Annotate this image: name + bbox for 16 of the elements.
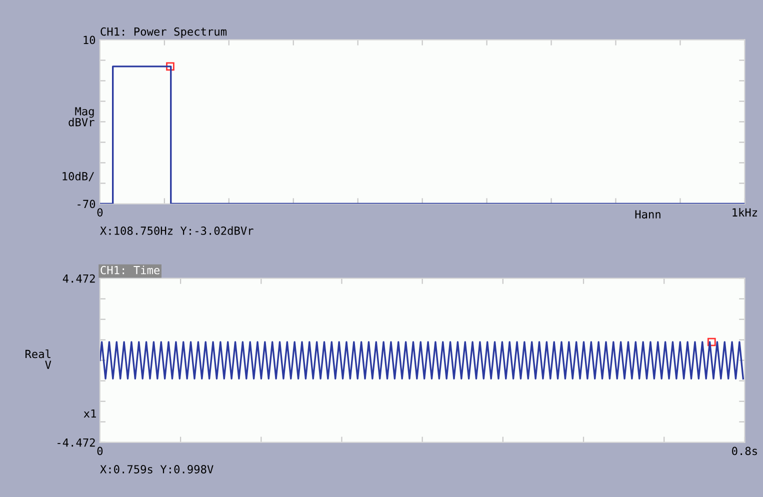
chart-title: CH1: Time [100,266,160,274]
y-tick-label: -70 [78,200,96,208]
x-tick-label: 0.8s [732,446,757,456]
text: X:0.759s Y:0.998V [100,465,214,474]
text: Mag dBVr 10dB/ [62,107,94,182]
x-tick-label: 1kHz [732,208,758,216]
y-axis-title: Real V [26,350,52,369]
y-tick-label: -4.472 [58,438,95,447]
text: X:108.750Hz Y:-3.02dBVr [100,226,254,235]
y-tick-label: 10 [84,36,96,44]
x-tick-label: 0 [97,208,103,217]
x-tick-label: 0 [97,446,103,456]
y-tick-label: 4.472 [62,274,95,283]
text: x1 [84,409,96,418]
chart-title: CH1: Power Spectrum [100,27,227,38]
text: Hann [635,210,660,219]
